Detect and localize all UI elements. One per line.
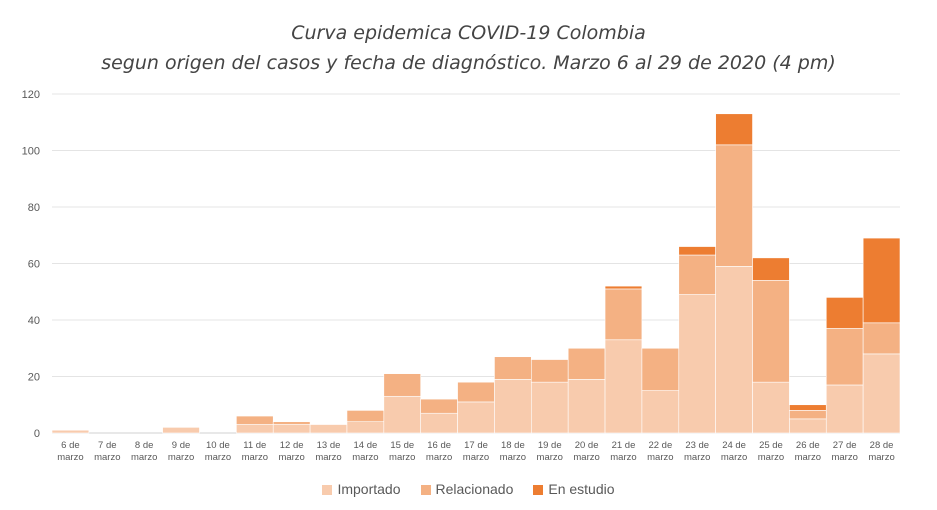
bar-segment — [715, 266, 753, 434]
y-tick-label: 40 — [28, 315, 40, 327]
bar-segment — [346, 410, 385, 422]
bar-segment — [789, 418, 827, 434]
x-tick-label: 11 de marzo — [242, 440, 268, 463]
bar-segment — [752, 257, 790, 281]
bar-segment — [862, 322, 901, 355]
legend-item: Relacionado — [420, 481, 514, 497]
x-tick-label: 13 de marzo — [315, 440, 341, 463]
bar-segment — [752, 280, 790, 383]
y-tick-label: 120 — [22, 89, 40, 101]
bar-segment — [383, 395, 421, 434]
bar-segment — [51, 429, 90, 434]
x-tick-label: 22 de marzo — [647, 440, 673, 463]
bar-segment — [715, 113, 753, 146]
x-tick-label: 21 de marzo — [610, 440, 636, 463]
bar-segment — [457, 381, 495, 403]
x-tick-label: 16 de marzo — [426, 440, 452, 463]
legend-label: Importado — [337, 481, 401, 497]
legend-label: Relacionado — [435, 481, 514, 497]
x-tick-label: 6 de marzo — [57, 440, 83, 463]
bar-segment — [678, 294, 716, 434]
chart-title: Curva epidemica COVID-19 Colombia — [291, 22, 646, 44]
y-tick-label: 0 — [34, 428, 40, 440]
bar-segment — [567, 347, 606, 380]
x-tick-label: 27 de marzo — [831, 440, 857, 463]
bar-segment — [162, 427, 200, 434]
bar-segment — [531, 359, 569, 383]
x-tick-label: 24 de marzo — [721, 440, 747, 463]
y-tick-label: 20 — [28, 372, 40, 384]
bar-segment — [641, 390, 680, 434]
bar-segment — [678, 254, 716, 295]
chart-subtitle: segun origen del casos y fecha de diagnó… — [101, 52, 836, 74]
legend-swatch — [322, 485, 333, 495]
bar-segment — [825, 297, 864, 329]
x-tick-label: 23 de marzo — [684, 440, 710, 463]
x-tick-label: 15 de marzo — [389, 440, 415, 463]
legend-swatch — [420, 485, 431, 495]
x-tick-label: 26 de marzo — [795, 440, 821, 463]
bar-segment — [789, 404, 827, 411]
bar-segment — [309, 424, 348, 434]
x-tick-label: 14 de marzo — [352, 440, 378, 463]
bar-segment — [825, 384, 864, 434]
bar-segment — [752, 381, 790, 434]
bar-segment — [567, 379, 606, 434]
y-tick-label: 60 — [28, 259, 40, 271]
bar-segment — [604, 288, 643, 341]
bar-segment — [236, 415, 274, 425]
bar-segment — [494, 379, 532, 434]
x-tick-label: 28 de marzo — [868, 440, 894, 463]
x-tick-label: 9 de marzo — [168, 440, 194, 463]
y-tick-label: 100 — [22, 146, 40, 158]
bar-segment — [531, 381, 569, 434]
x-tick-label: 10 de marzo — [205, 440, 231, 463]
legend-swatch — [533, 485, 544, 495]
bar-segment — [236, 424, 274, 434]
bar-segment — [457, 401, 495, 434]
bar-segment — [383, 373, 421, 397]
chart-legend: Importado Relacionado En estudio — [0, 481, 937, 497]
bar-segment — [494, 356, 532, 380]
bar-segment — [862, 237, 901, 324]
x-tick-label: 20 de marzo — [573, 440, 599, 463]
x-tick-label: 7 de marzo — [94, 440, 120, 463]
bar-segment — [862, 353, 901, 434]
x-tick-label: 25 de marzo — [758, 440, 784, 463]
bar-segment — [272, 421, 311, 425]
legend-label: En estudio — [548, 481, 615, 497]
bar-segment — [420, 412, 458, 434]
x-tick-label: 19 de marzo — [537, 440, 563, 463]
bar-segment — [272, 424, 311, 434]
x-tick-label: 12 de marzo — [278, 440, 304, 463]
x-tick-label: 18 de marzo — [500, 440, 526, 463]
bar-segment — [789, 410, 827, 420]
y-tick-label: 80 — [28, 202, 40, 214]
bar-segment — [715, 144, 753, 267]
bar-segment — [420, 398, 458, 414]
legend-item: Importado — [322, 481, 401, 497]
bar-segment — [604, 285, 643, 290]
bar-segment — [678, 246, 716, 256]
x-tick-label: 17 de marzo — [463, 440, 489, 463]
bar-segment — [346, 421, 385, 434]
bar-segment — [604, 339, 643, 434]
bar-segment — [825, 328, 864, 386]
legend-item: En estudio — [533, 481, 615, 497]
bar-segment — [641, 347, 680, 391]
x-tick-label: 8 de marzo — [131, 440, 157, 463]
